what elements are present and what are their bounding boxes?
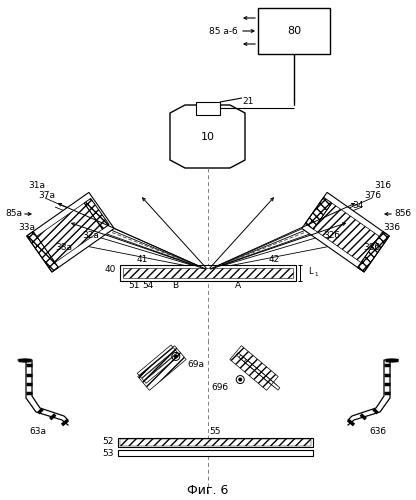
Text: 85б: 85б: [394, 210, 411, 218]
Text: B: B: [172, 282, 178, 290]
Text: 63а: 63а: [30, 428, 47, 436]
Text: 33б: 33б: [383, 224, 400, 232]
Circle shape: [174, 355, 177, 358]
Polygon shape: [170, 105, 245, 168]
Text: 85 а-б: 85 а-б: [209, 26, 238, 36]
Bar: [258, 8, 330, 54]
Text: 10: 10: [201, 132, 215, 142]
Bar: [120, 265, 296, 281]
Polygon shape: [142, 350, 178, 380]
Text: A: A: [235, 282, 241, 290]
Polygon shape: [144, 352, 180, 384]
Text: 31б: 31б: [374, 180, 391, 190]
Circle shape: [239, 378, 242, 381]
Bar: [118, 438, 313, 447]
Polygon shape: [239, 355, 275, 386]
Text: 33а: 33а: [18, 224, 35, 232]
Text: 69а: 69а: [188, 360, 205, 369]
Polygon shape: [302, 192, 389, 272]
Text: Фиг. 6: Фиг. 6: [187, 484, 229, 496]
Text: 38а: 38а: [55, 244, 72, 252]
Text: L: L: [308, 268, 313, 276]
Text: 37б: 37б: [364, 192, 381, 200]
Text: 41: 41: [136, 256, 148, 264]
Polygon shape: [137, 345, 173, 376]
Text: 21: 21: [242, 98, 253, 106]
Text: 63б: 63б: [369, 428, 386, 436]
Text: 32б: 32б: [323, 230, 340, 239]
Text: 54: 54: [142, 282, 154, 290]
Polygon shape: [27, 192, 114, 272]
Text: 69б: 69б: [211, 383, 228, 392]
Polygon shape: [140, 348, 175, 378]
Text: 52: 52: [103, 438, 114, 446]
Text: 32а: 32а: [82, 230, 99, 239]
Text: 34: 34: [352, 200, 363, 209]
Text: 51: 51: [128, 282, 140, 290]
Polygon shape: [244, 360, 280, 390]
Text: 37а: 37а: [38, 192, 55, 200]
Text: 38б: 38б: [363, 244, 380, 252]
Polygon shape: [242, 357, 277, 388]
Bar: [118, 450, 313, 456]
Text: 85а: 85а: [5, 210, 22, 218]
Text: 31а: 31а: [28, 180, 45, 190]
Polygon shape: [236, 352, 272, 384]
Text: 55: 55: [210, 428, 221, 436]
Text: 53: 53: [102, 448, 114, 458]
Bar: [196, 102, 220, 115]
Text: 1: 1: [314, 272, 317, 278]
Text: 42: 42: [268, 256, 280, 264]
Text: 80: 80: [287, 26, 301, 36]
Text: 40: 40: [105, 264, 116, 274]
